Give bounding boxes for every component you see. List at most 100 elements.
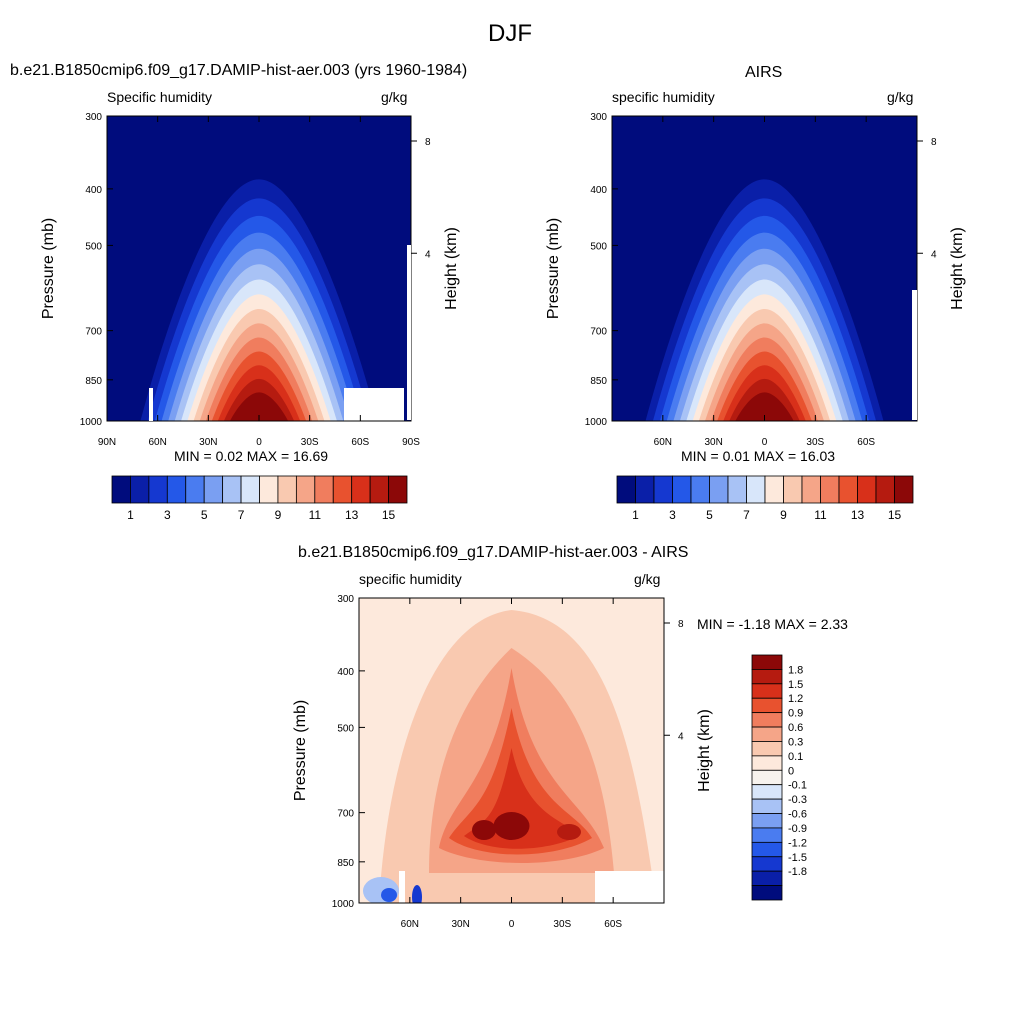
diff-colorbar-swatch: [751, 827, 783, 843]
diff-colorbar-label: 0.3: [788, 736, 803, 748]
diff-contour-core-3: [557, 824, 581, 840]
diff-colorbar-swatch: [751, 841, 783, 858]
diff-ytick-label: 1000: [332, 899, 355, 910]
model-missing-strip: [149, 388, 153, 421]
diff-xtick-label: 30S: [553, 919, 571, 930]
model-ytick-label: 400: [85, 185, 102, 196]
diff-colorbar-swatch: [751, 683, 783, 699]
model-colorbar-label: 11: [309, 508, 322, 522]
obs-colorbar-label: 15: [888, 508, 902, 522]
model-xtick-label: 30S: [301, 437, 319, 448]
model-xtick-label: 90N: [98, 437, 116, 448]
diff-negative-3: [412, 885, 422, 903]
model-panel-title: b.e21.B1850cmip6.f09_g17.DAMIP-hist-aer.…: [10, 62, 468, 79]
diff-contour-core-2: [493, 812, 530, 840]
diff-colorbar-label: -0.9: [788, 823, 807, 835]
diff-height-tick-label: 4: [678, 731, 684, 742]
obs-xtick-label: 60N: [654, 437, 672, 448]
obs-colorbar-swatch: [801, 475, 821, 504]
diff-colorbar-label: 1.2: [788, 693, 803, 705]
model-colorbar-swatch: [259, 475, 279, 504]
model-height-tick-label: 8: [425, 137, 431, 148]
model-colorbar-label: 7: [238, 508, 245, 522]
obs-colorbar-label: 11: [814, 508, 827, 522]
diff-colorbar-swatch: [751, 755, 783, 771]
diff-colorbar-swatch: [751, 741, 783, 757]
model-colorbar-label: 5: [201, 508, 208, 522]
model-xtick-label: 30N: [199, 437, 217, 448]
diff-xtick-label: 60S: [604, 919, 622, 930]
diff-colorbar-swatch: [751, 669, 783, 685]
obs-contour-level-15: [735, 392, 794, 421]
diff-colorbar-swatch: [751, 712, 783, 728]
model-missing-edge: [407, 245, 411, 420]
diff-ytick-label: 500: [337, 723, 354, 734]
model-ylabel-right: Height (km): [443, 227, 460, 310]
obs-panel-title: AIRS: [745, 64, 783, 81]
obs-colorbar-swatch: [820, 475, 840, 504]
obs-colorbar-label: 1: [632, 508, 639, 522]
diff-xtick-label: 60N: [401, 919, 419, 930]
obs-colorbar-swatch: [894, 475, 914, 504]
diff-ytick-label: 700: [337, 809, 354, 820]
obs-colorbar-swatch: [635, 475, 655, 504]
obs-colorbar-swatch: [672, 475, 692, 504]
model-units-label: g/kg: [381, 89, 408, 105]
diff-panel-title: b.e21.B1850cmip6.f09_g17.DAMIP-hist-aer.…: [298, 544, 689, 561]
diff-missing-data: [595, 871, 664, 903]
obs-ylabel-right: Height (km): [949, 227, 966, 310]
model-ylabel: Pressure (mb): [40, 218, 57, 319]
obs-colorbar-label: 3: [669, 508, 676, 522]
diff-colorbar-swatch: [751, 697, 783, 714]
obs-missing-edge: [912, 290, 917, 420]
model-colorbar-swatch: [185, 475, 205, 504]
obs-colorbar-swatch: [783, 475, 803, 504]
obs-variable-label: specific humidity: [612, 89, 715, 105]
obs-stats: MIN = 0.01 MAX = 16.03: [681, 448, 836, 464]
obs-colorbar-label: 9: [780, 508, 787, 522]
obs-colorbar-swatch: [838, 475, 858, 504]
diff-ytick-label: 400: [337, 667, 354, 678]
diff-colorbar-label: -1.2: [788, 837, 807, 849]
obs-height-tick-label: 8: [931, 137, 937, 148]
model-variable-label: Specific humidity: [107, 89, 213, 105]
model-ytick-label: 1000: [80, 417, 103, 428]
diff-stats: MIN = -1.18 MAX = 2.33: [697, 616, 848, 632]
obs-colorbar-label: 5: [706, 508, 713, 522]
obs-colorbar-swatch: [709, 475, 729, 504]
obs-ytick-label: 1000: [585, 417, 608, 428]
model-xtick-label: 60N: [148, 437, 166, 448]
diff-colorbar-swatch: [751, 813, 783, 829]
diff-contour-core-1: [472, 820, 496, 840]
model-colorbar-swatch: [388, 475, 408, 504]
diff-variable-label: specific humidity: [359, 571, 462, 587]
model-colorbar-label: 3: [164, 508, 171, 522]
obs-contours: [612, 116, 917, 421]
model-colorbar-swatch: [277, 475, 297, 504]
diff-colorbar-label: 0.9: [788, 708, 803, 720]
diff-ytick-label: 850: [337, 858, 354, 869]
model-colorbar-label: 13: [345, 508, 359, 522]
diff-height-tick-label: 8: [678, 619, 684, 630]
diff-colorbar-label: 0.6: [788, 722, 803, 734]
diff-colorbar-label: 0: [788, 765, 794, 777]
diff-colorbar-label: 1.5: [788, 679, 803, 691]
diff-colorbar-swatch: [751, 784, 783, 800]
obs-height-tick-label: 4: [931, 249, 937, 260]
diff-colorbar-swatch: [751, 798, 783, 814]
obs-xtick-label: 0: [762, 437, 768, 448]
model-colorbar-swatch: [240, 475, 260, 504]
obs-plot-area: [611, 115, 918, 422]
model-stats: MIN = 0.02 MAX = 16.69: [174, 448, 329, 464]
obs-ytick-label: 400: [590, 185, 607, 196]
obs-units-label: g/kg: [887, 89, 914, 105]
diff-colorbar-swatch: [751, 885, 783, 901]
diff-negative-2: [381, 888, 397, 902]
model-contour-level-15: [229, 392, 289, 421]
model-xtick-label: 60S: [351, 437, 369, 448]
model-ytick-label: 850: [85, 376, 102, 387]
model-contours: [107, 116, 411, 421]
diff-ylabel-right: Height (km): [696, 709, 713, 792]
diff-missing-strip: [399, 871, 405, 903]
diff-colorbar-swatch: [751, 856, 783, 872]
